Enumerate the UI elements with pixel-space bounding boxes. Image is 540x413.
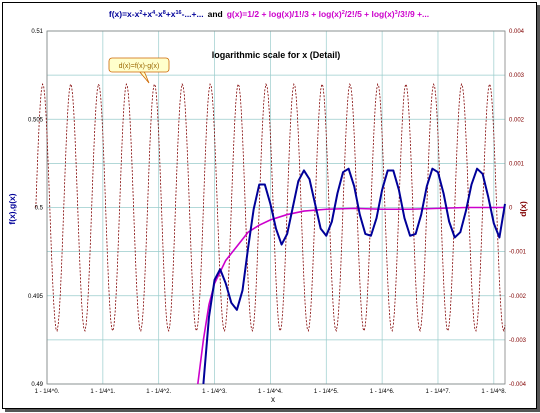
left-tick-label: 0.505 (28, 117, 44, 123)
right-axis-ticks: -0.004 -0.003 -0.002 -0.001 0 0.001 0.002 0.003… (509, 29, 527, 388)
x-tick-label: 1 - 1/4^7. (426, 389, 451, 395)
title-f-sup4: 16 (176, 10, 182, 16)
series-d-line (35, 83, 506, 332)
title-g-sup1: 2 (342, 10, 345, 16)
title-g-end: /3!/9 +... (398, 9, 429, 19)
title-f-sup3: 8 (163, 10, 166, 16)
x-tick-label: 1 - 1/4^0. (35, 389, 60, 395)
left-tick-label: 0.51 (31, 29, 43, 35)
right-tick-label: -0.001 (509, 250, 527, 256)
x-tick-label: 1 - 1/4^2. (146, 389, 171, 395)
x-tick-label: 1 - 1/4^5. (314, 389, 339, 395)
title-and: and (208, 9, 223, 19)
right-tick-label: -0.002 (509, 294, 527, 300)
annotation-callout: d(x)=f(x)-g(x) (108, 57, 170, 84)
title-f-mid1: +x (142, 9, 152, 19)
x-tick-label: 1 - 1/4^3. (202, 389, 227, 395)
title-g: g(x)=1/2 + log(x)/1!/3 + log(x) (227, 9, 342, 19)
x-axis-ticks: 1 - 1/4^0. 1 - 1/4^1. 1 - 1/4^2. 1 - 1/4^3.… (35, 389, 507, 395)
right-tick-label: 0.003 (509, 73, 525, 79)
y-axis-label-left: f(x),g(x) (7, 193, 17, 224)
chart-title: f(x)=x-x2+x4-x8+x16-...+... and g(x)=1/2 +… (109, 9, 429, 19)
right-tick-label: -0.003 (509, 338, 527, 344)
x-tick-label: 1 - 1/4^1. (90, 389, 115, 395)
annotation-text: d(x)=f(x)-g(x) (119, 63, 160, 70)
x-tick-label: 1 - 1/4^8. (481, 389, 506, 395)
chart-background (3, 3, 536, 408)
title-g-mid1: /2!/5 + log(x) (345, 9, 395, 19)
chart-window: f(x)=x-x2+x4-x8+x16-...+... and g(x)=1/2 +… (2, 2, 537, 409)
left-tick-label: 0.495 (28, 294, 44, 300)
title-f: f(x)=x-x (109, 9, 140, 19)
chart-svg: f(x)=x-x2+x4-x8+x16-...+... and g(x)=1/2 +… (3, 3, 536, 408)
title-g-sup2: 3 (395, 10, 398, 16)
series-d (35, 83, 506, 332)
subtitle: logarithmic scale for x (Detail) (212, 50, 341, 60)
title-f-sup1: 2 (139, 10, 142, 16)
left-tick-label: 0.49 (31, 382, 43, 388)
title-f-sup2: 4 (152, 10, 156, 16)
x-tick-label: 1 - 1/4^6. (370, 389, 395, 395)
title-f-end: -...+... (182, 9, 204, 19)
right-tick-label: 0.004 (509, 29, 525, 35)
left-tick-label: 0.5 (35, 206, 44, 212)
series-f-line (202, 167, 506, 385)
right-tick-label: -0.004 (509, 382, 527, 388)
title-f-mid3: +x (166, 9, 176, 19)
annotation-box (108, 57, 170, 73)
right-tick-label: 0 (509, 206, 513, 212)
y-axis-label-right: d(x) (518, 201, 528, 217)
x-axis-label: x (271, 395, 275, 404)
series-f (202, 167, 506, 385)
right-tick-label: 0.001 (509, 161, 525, 167)
left-axis-ticks: 0.49 0.495 0.5 0.505 0.51 (28, 29, 44, 388)
x-tick-label: 1 - 1/4^4. (258, 389, 283, 395)
title-f-mid2: -x (155, 9, 163, 19)
right-tick-label: 0.002 (509, 117, 525, 123)
